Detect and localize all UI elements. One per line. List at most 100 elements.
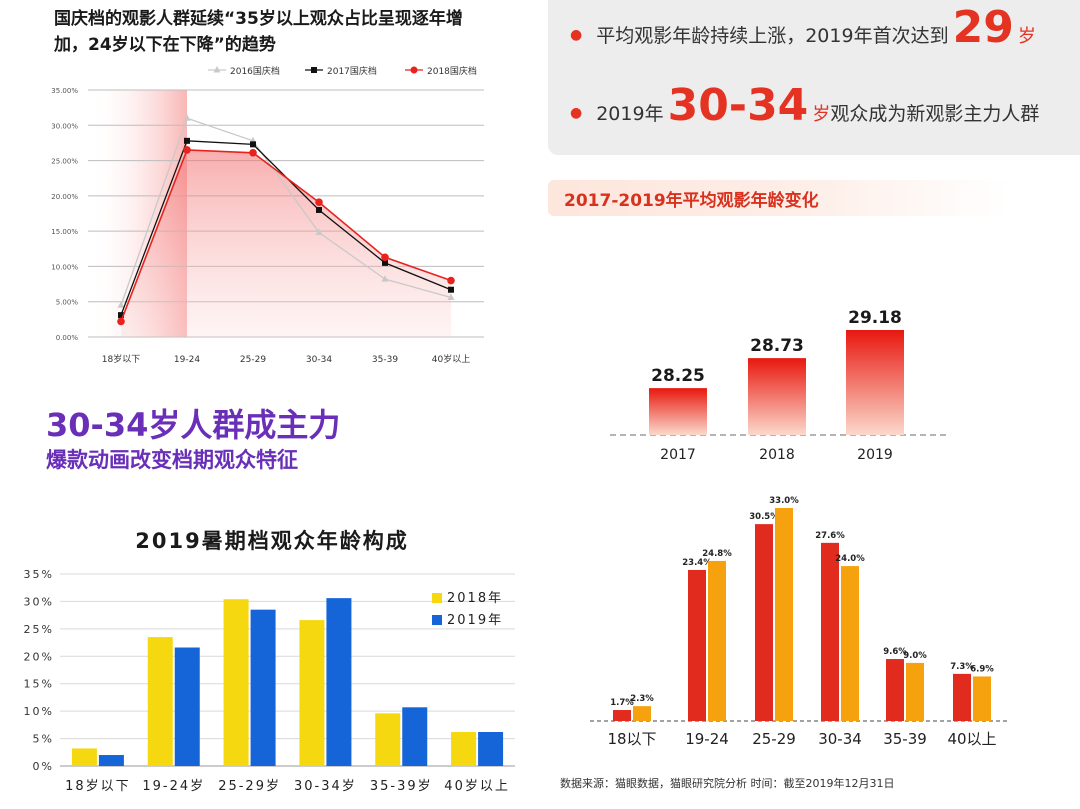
y-tick-label: 35.00% xyxy=(51,87,78,95)
y-tick-label: 25.00% xyxy=(51,158,78,166)
bar xyxy=(147,637,173,766)
bullet-dot-icon: ● xyxy=(570,27,583,43)
bar xyxy=(402,707,428,766)
bar xyxy=(451,731,477,766)
bar xyxy=(223,599,249,766)
legend-marker xyxy=(213,66,221,73)
x-tick-label: 30-34岁 xyxy=(294,779,357,794)
avg-age-chart-title: 2017-2019年平均观影年龄变化 xyxy=(564,191,819,211)
x-tick-label: 25-29岁 xyxy=(218,779,281,794)
highlight-line-2: ● 2019年 30-34 岁 观众成为新观影主力人群 xyxy=(570,80,1039,131)
legend-marker xyxy=(410,66,418,74)
x-tick-label: 19-24 xyxy=(685,730,729,748)
x-tick-label: 19-24 xyxy=(174,355,200,365)
x-tick-label: 2017 xyxy=(660,447,696,463)
value-label: 24.0% xyxy=(835,554,865,564)
value-label: 9.6% xyxy=(883,647,907,657)
x-tick-label: 40岁以上 xyxy=(444,779,510,794)
summer-age-bar-chart: 2019暑期档观众年龄构成 0% 5% 10% 15% 20% 25% 30% 35% 18岁以下… xyxy=(24,529,515,794)
bar xyxy=(375,713,401,766)
highlight-2-unit: 岁 xyxy=(812,104,831,125)
value-label: 6.9% xyxy=(970,664,994,674)
bar xyxy=(174,647,200,766)
series-line xyxy=(120,149,452,322)
bar xyxy=(953,673,971,721)
highlight-1-text: 平均观影年龄持续上涨，2019年首次达到 xyxy=(596,25,949,47)
data-point xyxy=(184,137,190,144)
area-2018 xyxy=(121,149,451,337)
x-tick-label: 35-39岁 xyxy=(370,779,433,794)
bar xyxy=(633,706,651,721)
y-tick-label: 0% xyxy=(33,760,54,773)
section-subheading: 爆款动画改变档期观众特征 xyxy=(46,448,298,472)
highlight-2-big: 30-34 xyxy=(667,80,809,131)
legend-label: 2018国庆档 xyxy=(427,65,477,77)
bar xyxy=(250,609,276,766)
data-point xyxy=(117,301,125,308)
avg-age-bar-chart: 28.25 2017 28.73 2018 29.18 2019 xyxy=(610,308,950,463)
x-tick-label: 18岁以下 xyxy=(102,353,140,365)
legend-label: 2019年 xyxy=(447,613,503,628)
legend-marker xyxy=(311,67,317,73)
data-point xyxy=(381,275,389,282)
bullet-dot-icon: ● xyxy=(570,105,583,121)
y-tick-label: 30.00% xyxy=(51,122,78,130)
data-point xyxy=(183,146,191,154)
data-point xyxy=(447,276,455,285)
y-tick-label: 15.00% xyxy=(51,228,78,236)
bar xyxy=(613,710,631,721)
x-tick-label: 18岁以下 xyxy=(65,779,131,794)
value-label: 27.6% xyxy=(815,531,845,541)
data-point xyxy=(117,317,125,326)
bar xyxy=(973,676,991,721)
x-tick-label: 30-34 xyxy=(306,355,332,365)
value-label: 23.4% xyxy=(682,558,712,568)
bar xyxy=(98,755,124,766)
value-label: 2.3% xyxy=(630,694,654,704)
series-line xyxy=(120,117,452,306)
y-tick-label: 10.00% xyxy=(51,263,78,271)
highlight-2-prefix: 2019年 xyxy=(596,103,664,125)
value-label: 29.18 xyxy=(848,308,902,328)
bar xyxy=(299,620,325,766)
data-point xyxy=(249,149,257,157)
bar xyxy=(326,598,352,766)
bar xyxy=(71,748,97,766)
data-point xyxy=(118,312,124,319)
line-chart-title: 国庆档的观影人群延续“35岁以上观众占比呈现逐年增加，24岁以下在下降”的趋势 xyxy=(54,9,463,55)
avg-age-banner: 2017-2019年平均观影年龄变化 xyxy=(548,180,1010,216)
x-tick-label: 19-24岁 xyxy=(142,779,205,794)
x-tick-label: 40岁以上 xyxy=(432,353,470,365)
value-label: 7.3% xyxy=(950,662,974,672)
data-point xyxy=(382,259,388,266)
data-point xyxy=(447,293,455,300)
bar xyxy=(906,662,924,721)
legend-swatch xyxy=(432,593,442,603)
x-tick-label: 30-34 xyxy=(818,730,862,748)
summer-chart-title: 2019暑期档观众年龄构成 xyxy=(135,529,408,553)
bar xyxy=(841,566,859,721)
value-label: 9.0% xyxy=(903,651,927,661)
y-tick-label: 30% xyxy=(24,595,54,608)
national-day-line-chart: 0.00% 5.00% 10.00% 15.00% 20.00% 25.00% 30.00%… xyxy=(51,65,484,365)
y-tick-label: 25% xyxy=(24,623,54,636)
y-tick-label: 20% xyxy=(24,650,54,663)
value-label: 30.5% xyxy=(749,512,779,522)
y-tick-label: 10% xyxy=(24,705,54,718)
x-tick-label: 40以上 xyxy=(947,730,996,748)
y-tick-label: 0.00% xyxy=(56,334,79,342)
legend-label: 2016国庆档 xyxy=(230,65,280,77)
value-label: 24.8% xyxy=(702,549,732,559)
x-tick-label: 18以下 xyxy=(607,730,656,748)
value-label: 33.0% xyxy=(769,496,799,506)
y-tick-label: 5% xyxy=(33,733,54,746)
bar xyxy=(775,508,793,721)
x-tick-label: 25-29 xyxy=(240,355,266,365)
legend-label: 2017国庆档 xyxy=(327,65,377,77)
y-tick-label: 20.00% xyxy=(51,193,78,201)
highlight-1-unit: 岁 xyxy=(1017,26,1036,47)
x-tick-label: 35-39 xyxy=(883,730,927,748)
data-point xyxy=(183,114,191,121)
y-tick-label: 35% xyxy=(24,568,54,581)
legend-swatch xyxy=(432,615,442,625)
